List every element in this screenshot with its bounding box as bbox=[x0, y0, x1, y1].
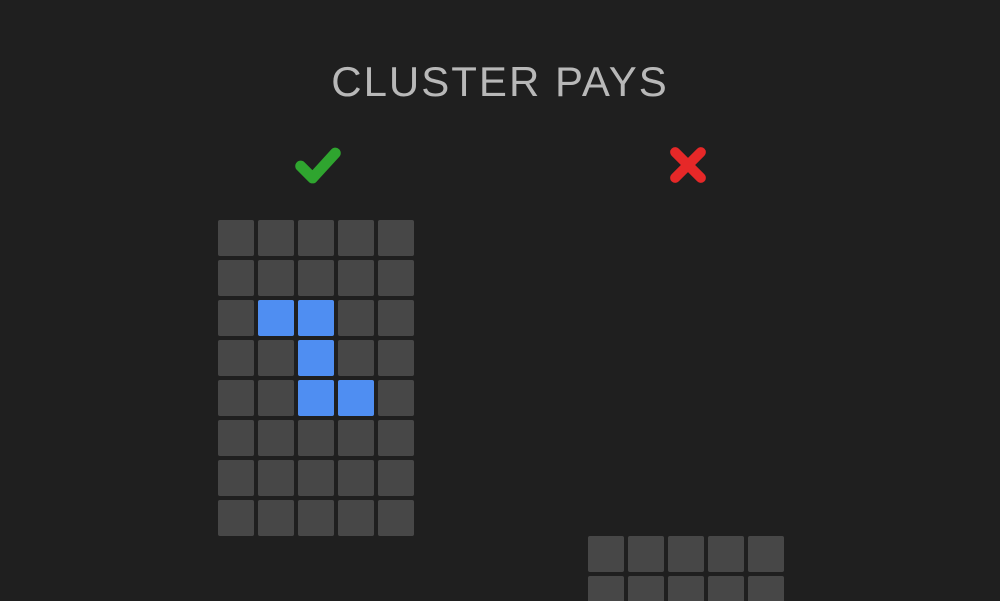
grid-cell bbox=[258, 500, 294, 536]
page-title: CLUSTER PAYS bbox=[0, 58, 1000, 106]
grid-cell bbox=[588, 536, 624, 572]
grid-cell bbox=[338, 300, 374, 336]
grid-cell bbox=[708, 576, 744, 601]
grid-cell bbox=[258, 260, 294, 296]
grid-cell bbox=[588, 576, 624, 601]
cluster-grid-invalid bbox=[588, 536, 784, 601]
grid-cell bbox=[628, 536, 664, 572]
grid-cell bbox=[298, 420, 334, 456]
grid-cell bbox=[258, 340, 294, 376]
grid-cell bbox=[338, 220, 374, 256]
grid-cell bbox=[708, 536, 744, 572]
grid-cell bbox=[258, 220, 294, 256]
grid-cell bbox=[668, 536, 704, 572]
grid-cell bbox=[218, 420, 254, 456]
grid-cell bbox=[258, 420, 294, 456]
grid-cell bbox=[378, 380, 414, 416]
grid-cell bbox=[298, 220, 334, 256]
grid-cell bbox=[218, 460, 254, 496]
grid-cell bbox=[218, 380, 254, 416]
grid-cell-highlighted bbox=[298, 300, 334, 336]
grid-cell bbox=[258, 460, 294, 496]
grid-cell bbox=[218, 500, 254, 536]
grid-cell bbox=[218, 220, 254, 256]
grid-cell bbox=[338, 460, 374, 496]
grid-cell-highlighted bbox=[258, 300, 294, 336]
grid-cell bbox=[378, 340, 414, 376]
grid-cell bbox=[298, 460, 334, 496]
cluster-grid-valid bbox=[218, 220, 414, 536]
grid-cell bbox=[338, 420, 374, 456]
grid-cell-highlighted bbox=[338, 380, 374, 416]
grid-cell bbox=[378, 260, 414, 296]
grid-cell bbox=[628, 576, 664, 601]
grid-cell bbox=[218, 300, 254, 336]
cross-icon bbox=[666, 143, 710, 187]
grid-cell bbox=[378, 220, 414, 256]
grid-cell bbox=[748, 536, 784, 572]
grid-cell-highlighted bbox=[298, 340, 334, 376]
grid-cell bbox=[378, 420, 414, 456]
grid-cell bbox=[338, 260, 374, 296]
grid-cell bbox=[378, 300, 414, 336]
grid-cell bbox=[668, 576, 704, 601]
check-icon bbox=[292, 139, 344, 191]
grid-cell bbox=[378, 500, 414, 536]
grid-cell bbox=[338, 500, 374, 536]
grid-cell-highlighted bbox=[298, 380, 334, 416]
grid-cell bbox=[298, 500, 334, 536]
grid-cell bbox=[218, 260, 254, 296]
grid-cell bbox=[378, 460, 414, 496]
grid-cell bbox=[338, 340, 374, 376]
grid-cell bbox=[258, 380, 294, 416]
grid-cell bbox=[298, 260, 334, 296]
grid-cell bbox=[748, 576, 784, 601]
grid-cell bbox=[218, 340, 254, 376]
